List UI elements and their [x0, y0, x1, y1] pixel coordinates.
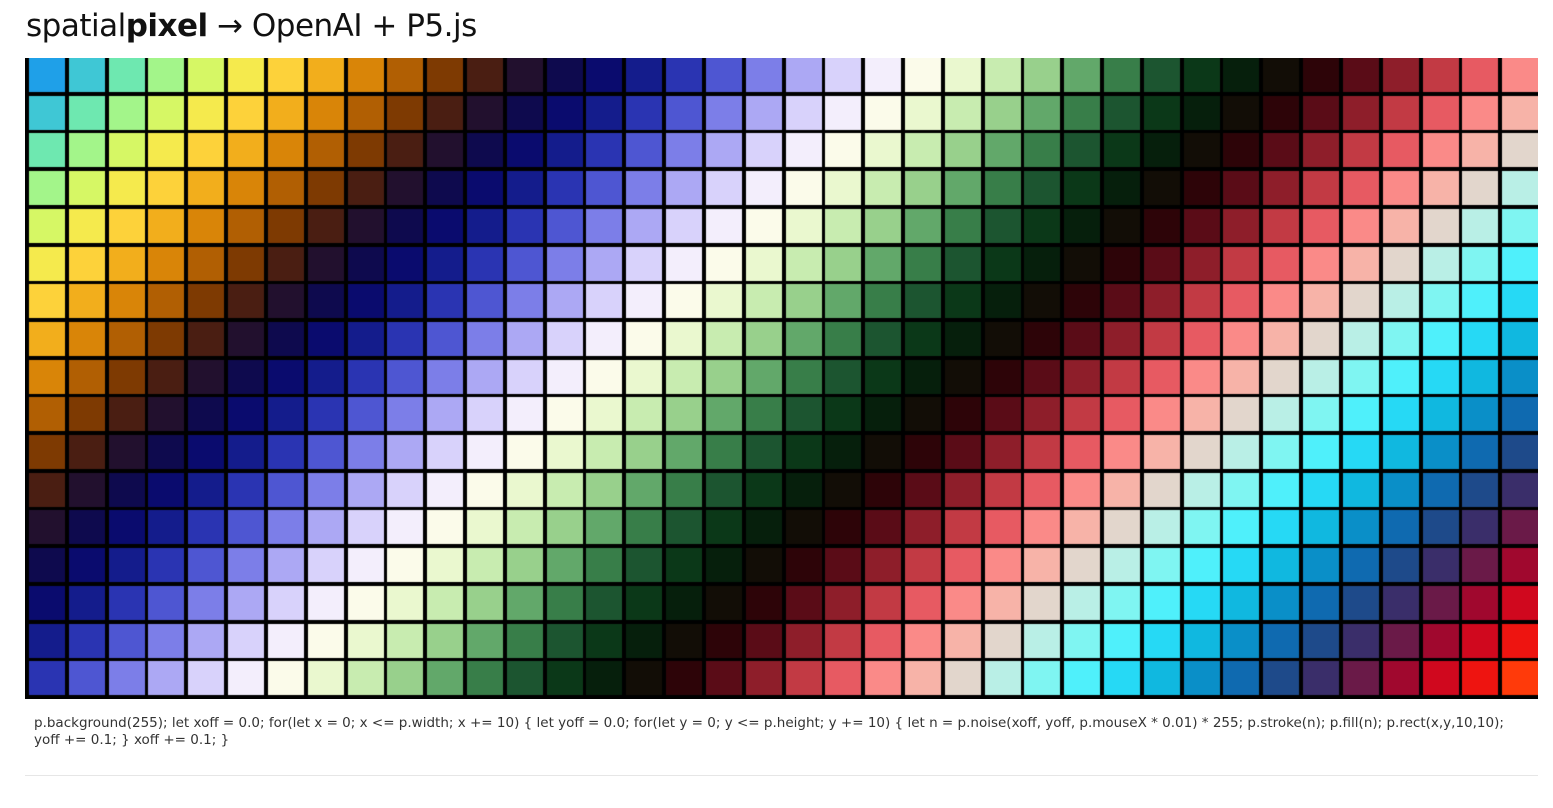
arrow-right-icon: → [217, 8, 243, 44]
page-title: spatialpixel → OpenAI + P5.js [26, 6, 477, 46]
sketch-code: p.background(255); let xoff = 0.0; for(l… [34, 715, 1504, 748]
noise-grid-canvas[interactable] [25, 58, 1538, 699]
brand-name-regular: spatial [26, 8, 126, 44]
sketch-canvas-container[interactable] [25, 58, 1538, 699]
brand-name-bold: pixel [125, 8, 208, 44]
page-subtitle: OpenAI + P5.js [251, 8, 477, 44]
divider [25, 775, 1538, 776]
